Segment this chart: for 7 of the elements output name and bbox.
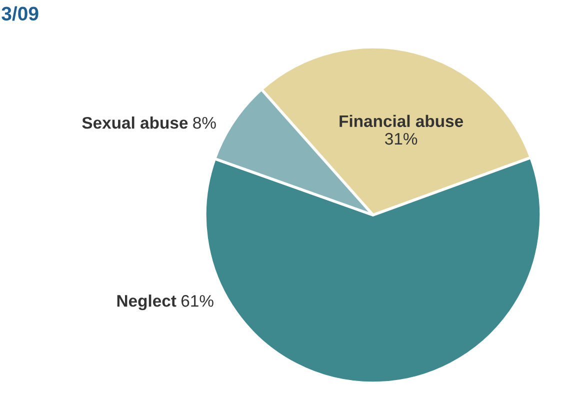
data-label: 61% [181, 295, 214, 307]
data-label: 31% [385, 132, 418, 145]
slice-label: Sexual abuse [82, 116, 188, 129]
data-label: 8% [193, 116, 216, 129]
chart-title: 3/09 [2, 6, 38, 21]
slice-label: Financial abuse [340, 114, 464, 128]
slice-label: Neglect [117, 294, 176, 310]
